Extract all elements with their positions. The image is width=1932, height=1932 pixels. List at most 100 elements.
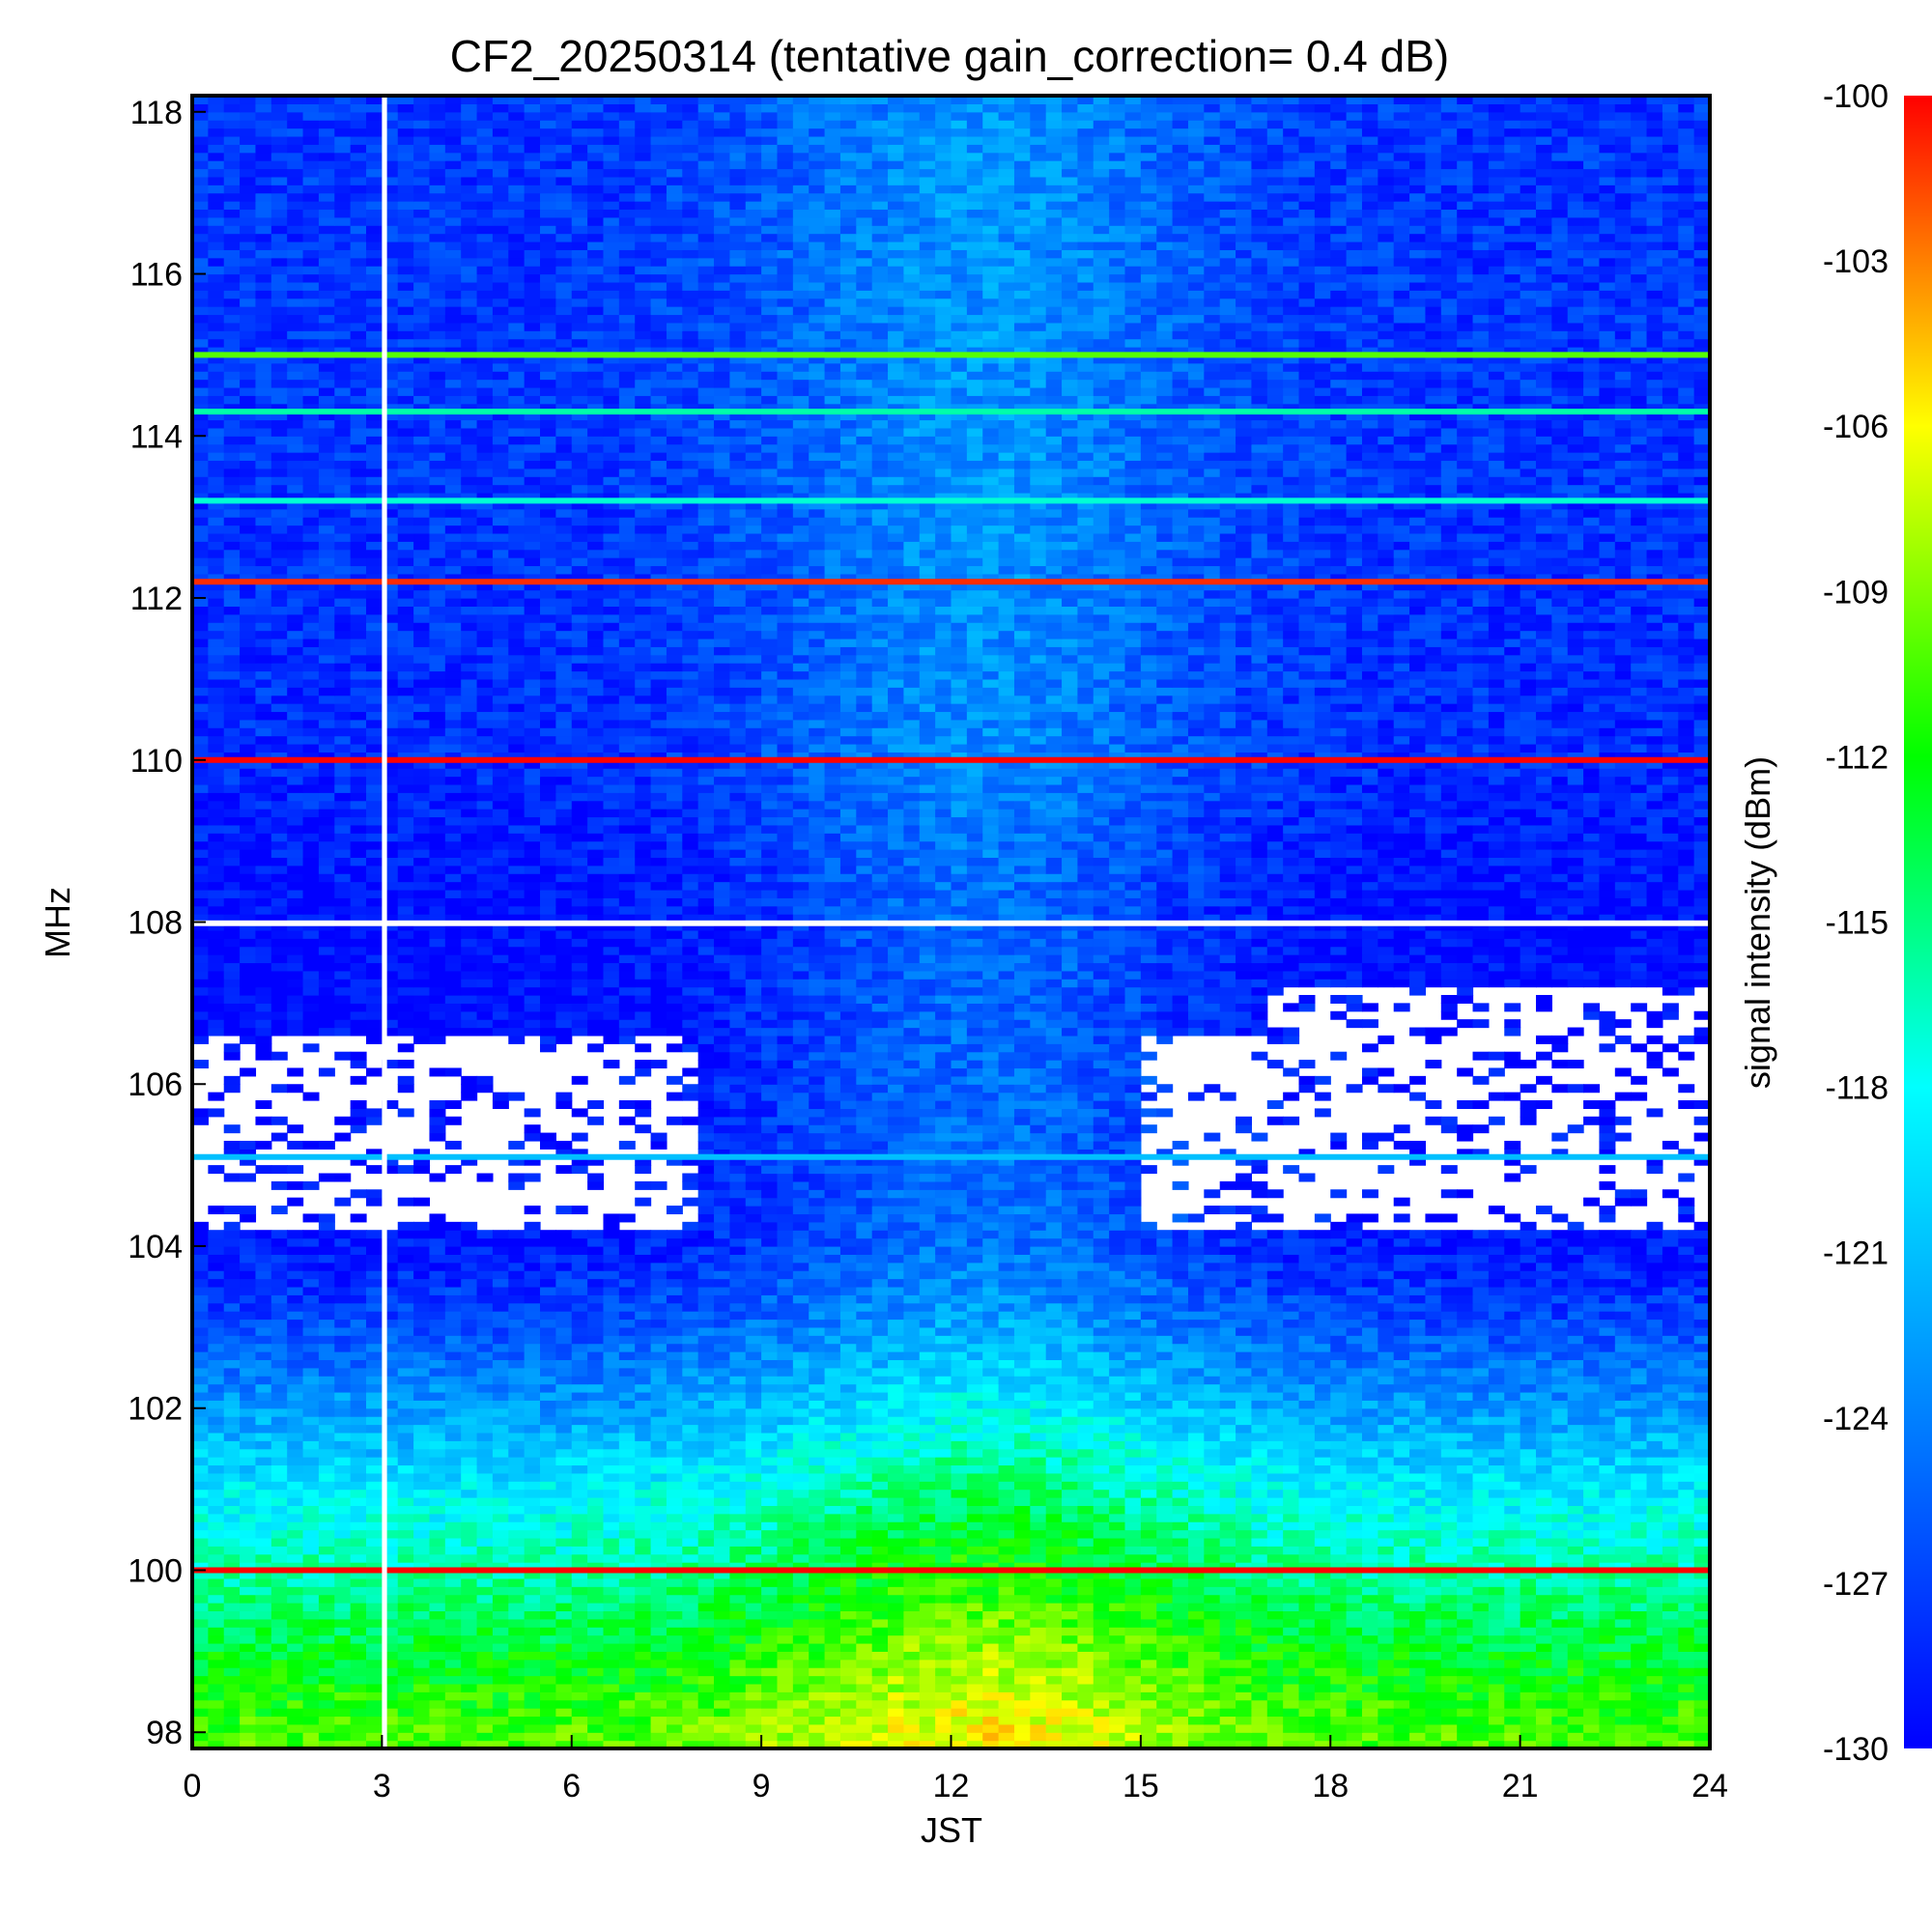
heatmap-cell <box>903 1546 921 1555</box>
heatmap-cell <box>998 1513 1015 1522</box>
heatmap-cell <box>1140 1570 1157 1579</box>
heatmap-cell <box>1535 1627 1552 1636</box>
heatmap-cell <box>444 1651 462 1661</box>
heatmap-cell <box>1013 1424 1031 1434</box>
heatmap-cell <box>366 1335 383 1345</box>
heatmap-cell <box>1187 1577 1205 1587</box>
heatmap-cell <box>1187 1723 1205 1733</box>
heatmap-cell <box>1330 1391 1348 1401</box>
heatmap-cell <box>1361 1383 1378 1393</box>
heatmap-cell <box>618 1351 636 1361</box>
heatmap-cell <box>1378 1472 1395 1482</box>
heatmap-cell <box>318 1359 335 1369</box>
heatmap-cell <box>555 1376 573 1385</box>
heatmap-cell <box>1488 1351 1505 1361</box>
heatmap-cell <box>1140 1659 1157 1668</box>
heatmap-cell <box>1283 1553 1300 1563</box>
heatmap-cell <box>1583 1716 1601 1725</box>
heatmap-cell <box>951 1603 968 1612</box>
heatmap-cell <box>1631 1326 1648 1336</box>
heatmap-cell <box>1346 1562 1363 1572</box>
heatmap-cell <box>444 1577 462 1587</box>
heatmap-cell <box>635 1529 652 1539</box>
heatmap-cell <box>871 1424 889 1434</box>
heatmap-cell <box>302 1603 320 1612</box>
heatmap-cell <box>1140 1359 1157 1369</box>
heatmap-cell <box>618 1683 636 1692</box>
heatmap-cell <box>1013 1457 1031 1466</box>
heatmap-cell <box>287 1376 304 1385</box>
heatmap-cell <box>413 1505 431 1515</box>
heatmap-cell <box>871 1603 889 1612</box>
heatmap-cell <box>1266 1675 1284 1685</box>
heatmap-cell <box>1251 1400 1268 1409</box>
heatmap-cell <box>1662 1335 1679 1345</box>
heatmap-cell <box>635 1383 652 1393</box>
heatmap-cell <box>998 1440 1015 1450</box>
heatmap-cell <box>334 1326 352 1336</box>
heatmap-cell <box>982 1740 1000 1749</box>
heatmap-cell <box>618 1529 636 1539</box>
heatmap-cell <box>871 1489 889 1498</box>
heatmap-cell <box>618 1326 636 1336</box>
heatmap-cell <box>1204 1351 1221 1361</box>
heatmap-cell <box>1013 1343 1031 1352</box>
heatmap-cell <box>761 1562 779 1572</box>
heatmap-cell <box>255 1708 272 1718</box>
heatmap-cell <box>1504 1732 1521 1742</box>
heatmap-cell <box>1361 1537 1378 1547</box>
heatmap-cell <box>1393 1659 1410 1668</box>
heatmap-cell <box>761 1472 779 1482</box>
heatmap-cell <box>1187 1416 1205 1426</box>
heatmap-cell <box>809 1472 826 1482</box>
heatmap-cell <box>1551 1603 1569 1612</box>
heatmap-cell <box>1662 1651 1679 1661</box>
heatmap-cell <box>287 1683 304 1692</box>
heatmap-cell <box>1283 1570 1300 1579</box>
heatmap-cell <box>729 1716 747 1725</box>
heatmap-cell <box>1678 1740 1695 1749</box>
heatmap-cell <box>1283 1326 1300 1336</box>
heatmap-cell <box>635 1497 652 1506</box>
heatmap-cell <box>1678 1529 1695 1539</box>
heatmap-cell <box>1409 1683 1427 1692</box>
heatmap-cell <box>761 1708 779 1718</box>
heatmap-cell <box>1298 1505 1316 1515</box>
heatmap-cell <box>240 1416 257 1426</box>
heatmap-cell <box>476 1675 494 1685</box>
heatmap-cell <box>524 1376 541 1385</box>
heatmap-cell <box>524 1335 541 1345</box>
heatmap-cell <box>1172 1716 1189 1725</box>
heatmap-cell <box>856 1642 873 1652</box>
heatmap-cell <box>1504 1562 1521 1572</box>
heatmap-cell <box>413 1464 431 1474</box>
heatmap-cell <box>745 1627 762 1636</box>
heatmap-cell <box>192 1359 209 1369</box>
heatmap-cell <box>1124 1723 1142 1733</box>
heatmap-cell <box>208 1691 225 1701</box>
heatmap-cell <box>1156 1343 1174 1352</box>
heatmap-cell <box>1662 1351 1679 1361</box>
heatmap-cell <box>223 1440 241 1450</box>
heatmap-cell <box>1631 1659 1648 1668</box>
heatmap-cell <box>1378 1335 1395 1345</box>
heatmap-cell <box>366 1416 383 1426</box>
heatmap-cell <box>302 1537 320 1547</box>
heatmap-cell <box>635 1667 652 1677</box>
heatmap-cell <box>1567 1537 1584 1547</box>
heatmap-cell <box>1678 1691 1695 1701</box>
heatmap-cell <box>1062 1448 1079 1458</box>
heatmap-cell <box>951 1351 968 1361</box>
heatmap-cell <box>540 1642 556 1652</box>
heatmap-cell <box>1346 1553 1363 1563</box>
heatmap-cell <box>1204 1553 1221 1563</box>
heatmap-cell <box>1093 1642 1110 1652</box>
heatmap-cell <box>792 1675 810 1685</box>
heatmap-cell <box>508 1691 526 1701</box>
heatmap-cell <box>508 1586 526 1596</box>
heatmap-cell <box>982 1659 1000 1668</box>
heatmap-cell <box>208 1359 225 1369</box>
heatmap-cell <box>540 1675 556 1685</box>
heatmap-cell <box>1361 1359 1378 1369</box>
heatmap-cell <box>697 1416 715 1426</box>
